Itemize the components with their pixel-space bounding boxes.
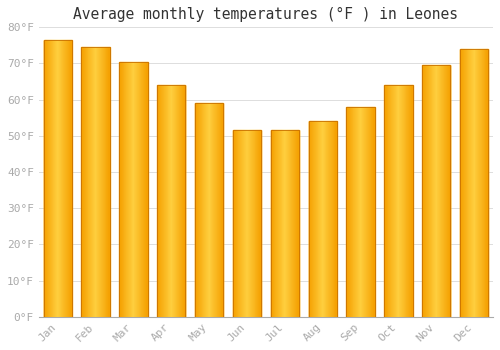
Bar <box>82 47 110 317</box>
Bar <box>233 131 261 317</box>
Bar <box>44 40 72 317</box>
Bar <box>346 107 375 317</box>
Bar <box>384 85 412 317</box>
Bar <box>195 103 224 317</box>
Bar <box>119 62 148 317</box>
Bar <box>157 85 186 317</box>
Bar <box>460 49 488 317</box>
Bar <box>308 121 337 317</box>
Bar <box>422 65 450 317</box>
Title: Average monthly temperatures (°F ) in Leones: Average monthly temperatures (°F ) in Le… <box>74 7 458 22</box>
Bar <box>270 131 299 317</box>
